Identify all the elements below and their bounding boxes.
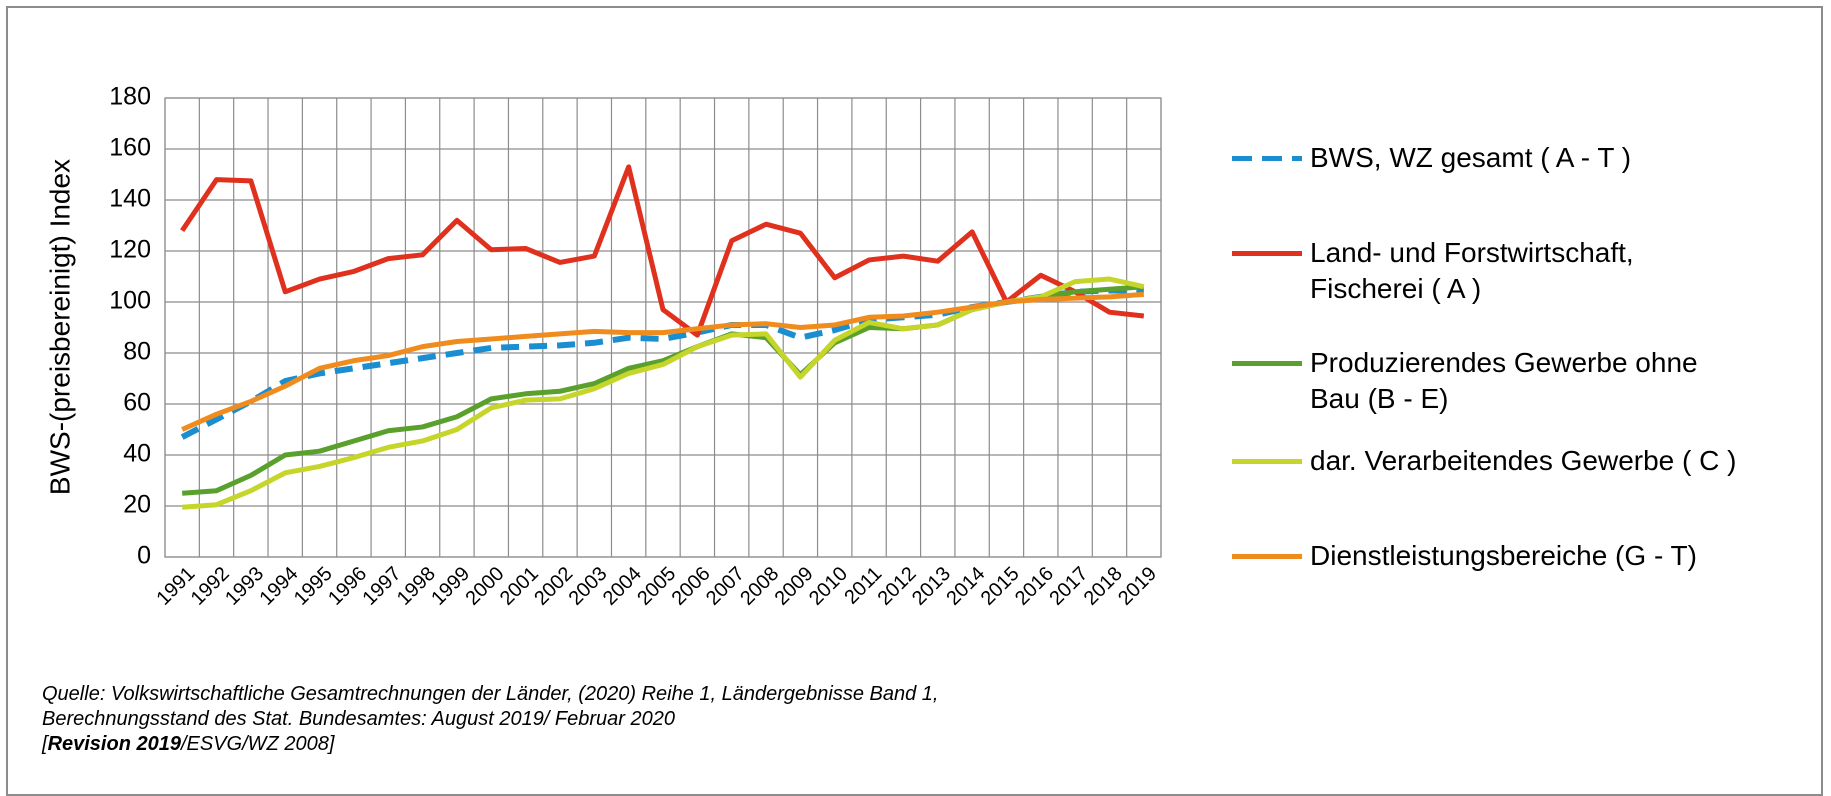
y-tick-label: 40 [123,440,151,468]
x-tick-label: 2003 [565,563,612,610]
legend-swatch [1232,459,1302,464]
x-tick-label: 2016 [1011,563,1058,610]
y-axis-label: BWS-(preisbereinigt) Index [44,159,75,495]
y-tick-label: 180 [109,83,151,111]
x-tick-label: 2018 [1080,563,1127,610]
x-tick-label: 1996 [324,563,371,610]
x-tick-label: 2019 [1114,563,1161,610]
x-tick-label: 1994 [255,563,302,610]
legend-label: Land- und Forstwirtschaft, Fischerei ( A… [1310,237,1634,304]
x-tick-label: 2005 [633,563,680,610]
x-tick-label: 1991 [152,563,199,610]
legend-label: BWS, WZ gesamt ( A - T ) [1310,142,1632,173]
x-tick-label: 2012 [874,563,921,610]
x-tick-label: 2001 [496,563,543,610]
x-tick-label: 2011 [840,563,886,609]
source-text: /ESVG/WZ 2008] [180,733,335,755]
y-tick-label: 0 [137,542,151,570]
y-tick-label: 120 [109,236,151,264]
y-tick-label: 140 [109,185,151,213]
source-line: [Revision 2019/ESVG/WZ 2008] [42,732,938,757]
source-bold: Revision 2019 [47,733,181,755]
legend-swatch [1232,251,1302,256]
x-tick-label: 2010 [805,563,852,610]
x-tick-label: 1998 [393,563,440,610]
x-tick-label: 2004 [599,563,646,610]
series-line [181,276,1145,510]
source-line: Quelle: Volkswirtschaftliche Gesamtrechn… [42,683,939,705]
legend-label: dar. Verarbeitendes Gewerbe ( C ) [1310,445,1737,476]
source-note: Quelle: Volkswirtschaftliche Gesamtrechn… [42,682,938,757]
x-tick-label: 1999 [427,563,474,610]
x-tick-label: 2017 [1045,563,1092,610]
legend-item: Land- und Forstwirtschaft, Fischerei ( A… [1232,235,1812,307]
source-text: [ [42,733,48,755]
x-tick-label: 2014 [942,563,989,610]
y-tick-label: 20 [123,491,151,519]
x-tick-label: 1997 [358,563,405,610]
legend-swatch [1232,156,1302,161]
x-tick-label: 2007 [702,563,749,610]
legend-item: BWS, WZ gesamt ( A - T ) [1232,140,1812,176]
legend-label: Dienstleistungsbereiche (G - T) [1310,540,1697,571]
plot-border [164,97,1162,558]
legend-label: Produzierendes Gewerbe ohne Bau (B - E) [1310,347,1698,414]
x-tick-label: 2006 [668,563,715,610]
legend-item: Dienstleistungsbereiche (G - T) [1232,538,1812,574]
x-tick-label: 2009 [771,563,818,610]
x-tick-label: 1995 [290,563,337,610]
y-tick-label: 60 [123,389,151,417]
series-line [181,291,1145,432]
x-tick-label: 1992 [187,563,234,610]
x-tick-label: 2002 [530,563,577,610]
x-tick-label: 2013 [908,563,955,610]
x-tick-label: 2015 [977,563,1024,610]
legend-swatch [1232,361,1302,366]
y-tick-label: 160 [109,134,151,162]
legend-item: dar. Verarbeitendes Gewerbe ( C ) [1232,443,1812,479]
legend-swatch [1232,554,1302,559]
x-tick-label: 2008 [736,563,783,610]
x-tick-label: 2000 [462,563,509,610]
source-line: Berechnungsstand des Stat. Bundesamtes: … [42,708,676,730]
y-tick-label: 80 [123,338,151,366]
series-line [180,164,1145,338]
x-tick-label: 1993 [221,563,268,610]
legend-item: Produzierendes Gewerbe ohne Bau (B - E) [1232,345,1812,417]
y-tick-label: 100 [109,287,151,315]
